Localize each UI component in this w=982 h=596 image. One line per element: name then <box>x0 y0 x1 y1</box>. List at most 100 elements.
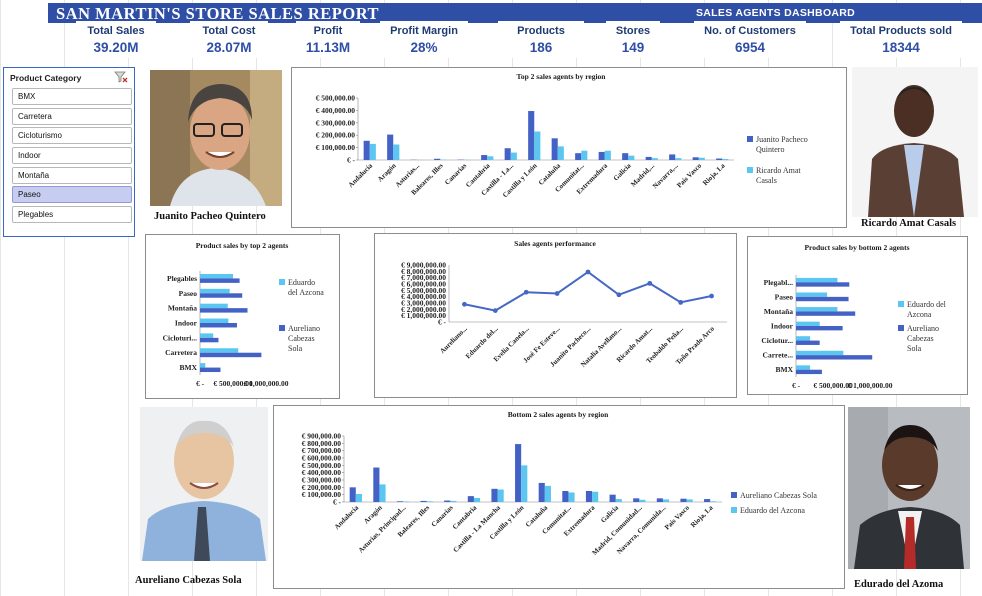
chart-top2-by-region: Top 2 sales agents by region € - € 100,000… <box>291 67 847 228</box>
slicer-item-indoor[interactable]: Indoor <box>12 147 132 164</box>
slicer-item-bmx[interactable]: BMX <box>12 88 132 105</box>
chart-product-top2: Product sales by top 2 agents Plegables Pa… <box>145 234 340 399</box>
bar <box>675 158 682 160</box>
kpi-label: Profit Margin <box>390 25 458 37</box>
bar <box>200 363 206 368</box>
bar <box>796 326 843 331</box>
legend-label: Eduardo del Azcona <box>740 506 805 515</box>
slicer-item-montana[interactable]: Montaña <box>12 167 132 184</box>
category-label: Plegables <box>167 274 197 283</box>
kpi-value: 28% <box>410 40 438 55</box>
bar <box>200 367 221 373</box>
bar <box>379 484 386 502</box>
y-tick-label: € - <box>333 498 342 507</box>
legend-label: Eduardo del <box>907 300 947 309</box>
kpi-products: Products 186 <box>498 21 584 58</box>
x-tick-label: € - <box>792 381 801 390</box>
bar <box>487 156 494 160</box>
bar <box>403 501 410 502</box>
chart-title: Bottom 2 sales agents by region <box>508 410 609 419</box>
bar <box>796 350 844 356</box>
y-tick-label: € 400,000.00 <box>316 106 356 115</box>
kpi-label: Total Sales <box>87 25 145 37</box>
y-tick-label: € 500,000.00 <box>316 94 356 103</box>
x-tick-label: € 1,000,000.00 <box>848 381 893 390</box>
y-tick-label: € - <box>347 156 356 165</box>
chart-svg-bottom2-region: Bottom 2 sales agents by region € -€ 100,… <box>302 410 818 557</box>
product-category-slicer: Product Category BMX Carretera Cicloturi… <box>3 67 135 237</box>
agent-photo-juanito <box>150 70 282 206</box>
bar <box>521 465 528 502</box>
y-tick-label: € 300,000.00 <box>316 118 356 127</box>
data-point <box>647 280 653 286</box>
bar <box>796 336 811 341</box>
bar <box>363 140 370 160</box>
x-tick-label: Rioja, La <box>701 161 727 187</box>
y-tick-label: € 400,000.00 <box>302 468 342 477</box>
kpi-label: Stores <box>615 25 651 37</box>
bar <box>450 500 457 502</box>
category-label: Cicloturi... <box>163 333 197 342</box>
y-tick-label: € 100,000.00 <box>316 143 356 152</box>
slicer-item-carretera[interactable]: Carretera <box>12 108 132 125</box>
clear-filter-icon[interactable] <box>114 71 128 83</box>
bar <box>692 157 699 160</box>
legend-label: del Azcona <box>288 288 324 297</box>
kpi-label: Profit <box>313 25 343 37</box>
kpi-label: No. of Customers <box>704 25 796 37</box>
y-tick-label: € 8,000,000.00 <box>401 267 446 276</box>
y-tick-label: € 5,000,000.00 <box>401 286 446 295</box>
x-tick-label: € - <box>196 379 205 388</box>
bar <box>481 155 488 160</box>
bar <box>200 288 230 294</box>
slicer-item-cicloturismo[interactable]: Cicloturismo <box>12 127 132 144</box>
bar <box>349 487 356 502</box>
chart-svg-top2-region: Top 2 sales agents by region € - € 100,000… <box>316 72 808 199</box>
category-label: Carrete... <box>763 351 794 360</box>
bar <box>200 308 248 313</box>
x-tick-label: Rioja, La <box>689 503 715 529</box>
x-tick-label: Galicia <box>612 161 633 182</box>
bar <box>796 369 822 375</box>
dashboard-title: SALES AGENTS DASHBOARD <box>696 7 856 19</box>
y-tick-label: € 9,000,000.00 <box>401 261 446 270</box>
chart-svg-product-top2: Product sales by top 2 agents Plegables Pa… <box>163 241 325 388</box>
legend-swatch <box>898 325 904 331</box>
x-tick-label: € 1,000,000.00 <box>244 379 289 388</box>
bar <box>355 493 362 502</box>
category-label: Montaña <box>764 307 793 316</box>
bar <box>200 273 233 279</box>
x-tick-label: Galicia <box>599 503 620 524</box>
bar <box>796 296 849 302</box>
kpi-value: 18344 <box>882 40 920 55</box>
legend-label: Quintero <box>756 145 784 154</box>
data-point <box>462 301 467 307</box>
slicer-title: Product Category <box>10 73 82 83</box>
legend-label: Cabezas <box>288 334 315 343</box>
bar <box>716 158 723 160</box>
bar <box>515 444 522 502</box>
legend-label: Juanito Pacheco <box>756 135 808 144</box>
bar <box>598 151 605 160</box>
agent-name-juanito: Juanito Pacheo Quintero <box>154 211 266 222</box>
bar <box>680 498 687 502</box>
kpi-customers: No. of Customers 6954 <box>694 21 806 58</box>
dashboard-title-banner: SALES AGENTS DASHBOARD <box>380 3 982 23</box>
bar <box>633 498 640 502</box>
bar <box>796 307 838 312</box>
bar <box>200 323 237 328</box>
slicer-item-paseo[interactable]: Paseo <box>12 186 132 203</box>
legend-label: Aureliano <box>288 324 320 333</box>
bar <box>686 499 693 502</box>
bar <box>651 158 658 160</box>
bar <box>656 498 663 502</box>
bar <box>796 292 828 297</box>
bar <box>796 355 873 360</box>
bar <box>426 501 433 502</box>
legend-label: Azcona <box>907 310 932 319</box>
y-tick-label: € 200,000.00 <box>302 483 342 492</box>
kpi-stores: Stores 149 <box>606 21 660 58</box>
data-point <box>678 299 684 305</box>
bar <box>467 496 474 502</box>
slicer-item-plegables[interactable]: Plegables <box>12 206 132 223</box>
